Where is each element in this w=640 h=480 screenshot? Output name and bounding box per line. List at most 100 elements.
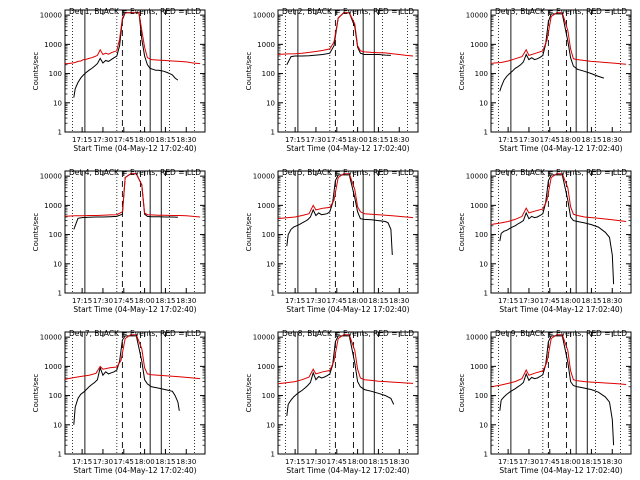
chart-title: Det 9, BLACK = Events, RED = LLD bbox=[495, 329, 627, 338]
y-tick-label: 10 bbox=[479, 421, 488, 429]
series-lld-line bbox=[278, 12, 414, 57]
x-tick-label: 17:30 bbox=[519, 458, 539, 466]
y-tick-label: 10000 bbox=[466, 334, 488, 342]
chart-title: Det 2, BLACK = Events, RED = LLD bbox=[282, 7, 414, 16]
x-tick-label: 17:15 bbox=[498, 136, 518, 144]
x-tick-label: 17:45 bbox=[540, 458, 560, 466]
y-axis-label: Counts/sec bbox=[245, 213, 253, 252]
y-tick-label: 10000 bbox=[253, 334, 275, 342]
y-tick-label: 1 bbox=[484, 290, 488, 298]
x-tick-label: 17:45 bbox=[327, 136, 347, 144]
x-tick-label: 17:30 bbox=[93, 297, 113, 305]
chart-panel: 1 10 100 1000 10000 17:15 17:30 17:45 18:00 18:15… bbox=[245, 7, 419, 153]
x-tick-label: 17:45 bbox=[327, 297, 347, 305]
x-tick-label: 18:30 bbox=[389, 136, 409, 144]
x-axis-label: Start Time (04-May-12 17:02:40) bbox=[286, 144, 409, 153]
x-tick-label: 18:30 bbox=[176, 458, 196, 466]
x-axis-label: Start Time (04-May-12 17:02:40) bbox=[499, 144, 622, 153]
x-tick-label: 18:00 bbox=[561, 136, 581, 144]
x-axis-label: Start Time (04-May-12 17:02:40) bbox=[286, 305, 409, 314]
chart-panel: 1 10 100 1000 10000 17:15 17:30 17:45 18:00 18:15… bbox=[245, 329, 419, 475]
y-tick-label: 10000 bbox=[40, 334, 62, 342]
x-tick-label: 18:30 bbox=[176, 297, 196, 305]
x-tick-label: 17:45 bbox=[114, 297, 134, 305]
x-axis-label: Start Time (04-May-12 17:02:40) bbox=[286, 466, 409, 475]
y-tick-label: 1000 bbox=[470, 41, 488, 49]
chart-panel: 1 10 100 1000 10000 17:15 17:30 17:45 18:00 18:15… bbox=[458, 7, 632, 153]
x-tick-label: 17:30 bbox=[93, 458, 113, 466]
x-tick-label: 18:30 bbox=[602, 297, 622, 305]
y-tick-label: 100 bbox=[475, 231, 488, 239]
x-tick-label: 18:15 bbox=[155, 458, 175, 466]
x-tick-label: 18:15 bbox=[581, 458, 601, 466]
series-events-line bbox=[499, 174, 615, 285]
x-tick-label: 18:00 bbox=[561, 458, 581, 466]
series-events-line bbox=[286, 12, 391, 66]
x-tick-label: 18:15 bbox=[368, 297, 388, 305]
series-lld-line bbox=[65, 173, 201, 218]
x-tick-label: 17:15 bbox=[72, 297, 92, 305]
x-tick-label: 18:00 bbox=[135, 458, 155, 466]
series-events-line bbox=[73, 335, 180, 425]
x-tick-label: 17:15 bbox=[285, 136, 305, 144]
chart-title: Det 1, BLACK = Events, RED = LLD bbox=[69, 7, 201, 16]
x-tick-label: 18:30 bbox=[176, 136, 196, 144]
x-tick-label: 18:00 bbox=[348, 458, 368, 466]
y-tick-label: 1 bbox=[58, 290, 62, 298]
series-events-line bbox=[499, 13, 605, 92]
x-tick-label: 18:30 bbox=[389, 297, 409, 305]
plot-frame bbox=[64, 331, 206, 455]
x-tick-label: 17:15 bbox=[498, 297, 518, 305]
chart-title: Det 7, BLACK = Events, RED = LLD bbox=[69, 329, 201, 338]
y-tick-label: 1 bbox=[58, 451, 62, 459]
y-tick-label: 100 bbox=[49, 231, 62, 239]
y-tick-label: 1000 bbox=[44, 41, 62, 49]
y-tick-label: 10 bbox=[266, 260, 275, 268]
y-tick-label: 1000 bbox=[257, 202, 275, 210]
y-tick-label: 100 bbox=[262, 231, 275, 239]
x-axis-label: Start Time (04-May-12 17:02:40) bbox=[499, 305, 622, 314]
y-axis-label: Counts/sec bbox=[458, 52, 466, 91]
y-tick-label: 100 bbox=[262, 392, 275, 400]
x-tick-label: 18:30 bbox=[602, 458, 622, 466]
y-tick-label: 100 bbox=[262, 70, 275, 78]
y-tick-label: 1 bbox=[271, 129, 275, 137]
plot-frame bbox=[277, 170, 419, 294]
y-tick-label: 10 bbox=[53, 421, 62, 429]
x-tick-label: 17:30 bbox=[306, 136, 326, 144]
x-tick-label: 18:15 bbox=[581, 136, 601, 144]
x-tick-label: 17:45 bbox=[114, 136, 134, 144]
x-tick-label: 17:15 bbox=[72, 458, 92, 466]
y-tick-label: 1 bbox=[484, 451, 488, 459]
chart-title: Det 5, BLACK = Events, RED = LLD bbox=[282, 168, 414, 177]
x-tick-label: 17:15 bbox=[285, 458, 305, 466]
series-events-line bbox=[286, 335, 395, 417]
y-tick-label: 1000 bbox=[44, 202, 62, 210]
series-events-line bbox=[73, 173, 178, 230]
plot-frame bbox=[277, 331, 419, 455]
x-tick-label: 17:15 bbox=[72, 136, 92, 144]
y-tick-label: 1000 bbox=[257, 363, 275, 371]
series-lld-line bbox=[491, 334, 627, 388]
y-tick-label: 1000 bbox=[257, 41, 275, 49]
plot-frame bbox=[490, 331, 632, 455]
x-tick-label: 18:15 bbox=[368, 136, 388, 144]
chart-panel: 1 10 100 1000 10000 17:15 17:30 17:45 18:00 18:15… bbox=[32, 7, 206, 153]
x-axis-label: Start Time (04-May-12 17:02:40) bbox=[73, 144, 196, 153]
y-tick-label: 100 bbox=[475, 392, 488, 400]
chart-panel: 1 10 100 1000 10000 17:15 17:30 17:45 18:00 18:15… bbox=[458, 329, 632, 475]
y-tick-label: 10000 bbox=[40, 12, 62, 20]
y-tick-label: 10 bbox=[266, 421, 275, 429]
x-tick-label: 18:15 bbox=[155, 297, 175, 305]
x-tick-label: 17:45 bbox=[540, 297, 560, 305]
y-tick-label: 1 bbox=[271, 290, 275, 298]
plot-frame bbox=[64, 170, 206, 294]
y-axis-label: Counts/sec bbox=[245, 52, 253, 91]
plot-frame bbox=[277, 9, 419, 133]
x-axis-label: Start Time (04-May-12 17:02:40) bbox=[73, 466, 196, 475]
y-tick-label: 100 bbox=[49, 392, 62, 400]
y-tick-label: 1000 bbox=[470, 363, 488, 371]
series-lld-line bbox=[65, 12, 201, 65]
series-lld-line bbox=[491, 12, 627, 65]
